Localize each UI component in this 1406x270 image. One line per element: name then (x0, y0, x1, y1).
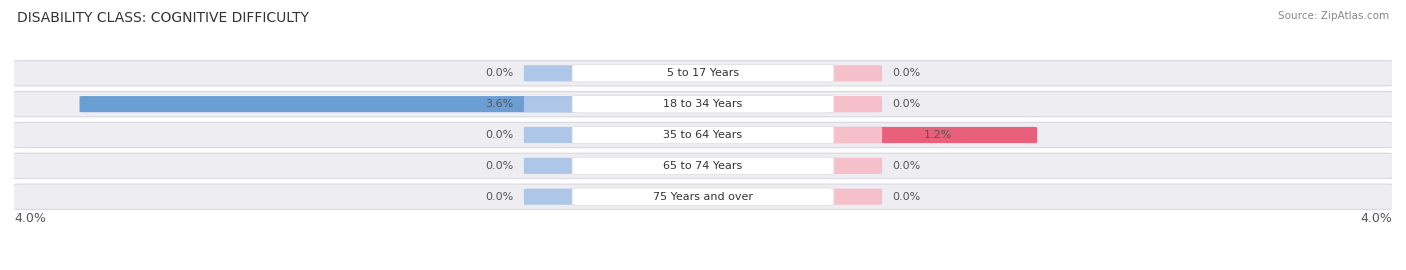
FancyBboxPatch shape (824, 96, 882, 112)
FancyBboxPatch shape (524, 96, 582, 112)
FancyBboxPatch shape (572, 126, 834, 144)
Text: 75 Years and over: 75 Years and over (652, 192, 754, 202)
Text: DISABILITY CLASS: COGNITIVE DIFFICULTY: DISABILITY CLASS: COGNITIVE DIFFICULTY (17, 11, 309, 25)
FancyBboxPatch shape (824, 189, 882, 205)
Text: 0.0%: 0.0% (485, 192, 513, 202)
FancyBboxPatch shape (824, 127, 882, 143)
FancyBboxPatch shape (524, 189, 582, 205)
Text: 4.0%: 4.0% (1360, 212, 1392, 225)
FancyBboxPatch shape (80, 96, 582, 112)
FancyBboxPatch shape (11, 92, 1395, 117)
Text: 0.0%: 0.0% (893, 99, 921, 109)
FancyBboxPatch shape (572, 188, 834, 205)
FancyBboxPatch shape (824, 65, 882, 81)
FancyBboxPatch shape (572, 157, 834, 174)
FancyBboxPatch shape (572, 96, 834, 113)
FancyBboxPatch shape (11, 153, 1395, 178)
FancyBboxPatch shape (824, 158, 882, 174)
Text: 0.0%: 0.0% (893, 161, 921, 171)
Text: 1.2%: 1.2% (924, 130, 952, 140)
Text: 18 to 34 Years: 18 to 34 Years (664, 99, 742, 109)
Text: 4.0%: 4.0% (14, 212, 46, 225)
Text: 0.0%: 0.0% (485, 161, 513, 171)
Text: 0.0%: 0.0% (485, 68, 513, 78)
FancyBboxPatch shape (824, 127, 1038, 143)
Text: 65 to 74 Years: 65 to 74 Years (664, 161, 742, 171)
FancyBboxPatch shape (11, 122, 1395, 148)
FancyBboxPatch shape (11, 184, 1395, 209)
Text: 5 to 17 Years: 5 to 17 Years (666, 68, 740, 78)
FancyBboxPatch shape (11, 61, 1395, 86)
FancyBboxPatch shape (524, 65, 582, 81)
Text: 35 to 64 Years: 35 to 64 Years (664, 130, 742, 140)
Text: Source: ZipAtlas.com: Source: ZipAtlas.com (1278, 11, 1389, 21)
Text: 0.0%: 0.0% (485, 130, 513, 140)
Text: 3.6%: 3.6% (485, 99, 513, 109)
Text: 0.0%: 0.0% (893, 68, 921, 78)
Text: 0.0%: 0.0% (893, 192, 921, 202)
FancyBboxPatch shape (572, 65, 834, 82)
FancyBboxPatch shape (524, 127, 582, 143)
FancyBboxPatch shape (524, 158, 582, 174)
